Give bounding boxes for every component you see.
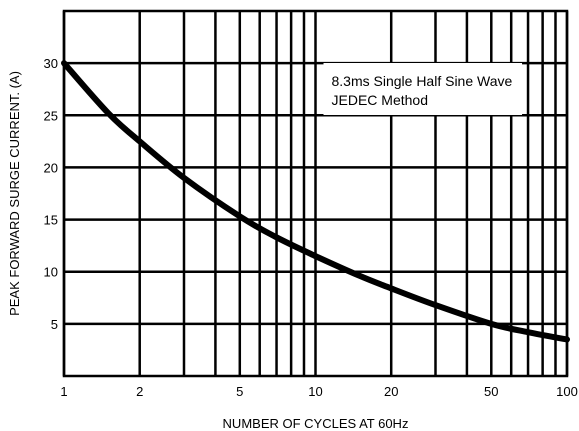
x-tick-labels: 1 2 5 10 20 50 100 [60, 384, 577, 399]
y-tick-label: 20 [44, 160, 58, 175]
annotation-line-1: 8.3ms Single Half Sine Wave [332, 73, 513, 89]
y-tick-label: 25 [44, 108, 58, 123]
y-tick-label: 15 [44, 213, 58, 228]
y-tick-label: 10 [44, 265, 58, 280]
x-tick-label: 1 [60, 384, 67, 399]
surge-current-curve [61, 60, 570, 343]
x-tick-label: 100 [556, 384, 578, 399]
x-tick-label: 10 [308, 384, 322, 399]
annotation-background [323, 63, 523, 115]
x-axis-title: NUMBER OF CYCLES AT 60Hz [223, 416, 409, 431]
annotation: 8.3ms Single Half Sine Wave JEDEC Method [323, 63, 523, 115]
annotation-line-2: JEDEC Method [332, 92, 428, 108]
y-tick-label: 5 [51, 317, 58, 332]
x-tick-label: 2 [136, 384, 143, 399]
y-tick-labels: 5 10 15 20 25 30 [44, 56, 58, 332]
x-tick-label: 20 [384, 384, 398, 399]
x-tick-label: 5 [236, 384, 243, 399]
y-tick-label: 30 [44, 56, 58, 71]
x-tick-label: 50 [484, 384, 498, 399]
plot-frame [62, 9, 569, 378]
y-axis-title: PEAK FORWARD SURGE CURRENT. (A) [7, 71, 22, 316]
